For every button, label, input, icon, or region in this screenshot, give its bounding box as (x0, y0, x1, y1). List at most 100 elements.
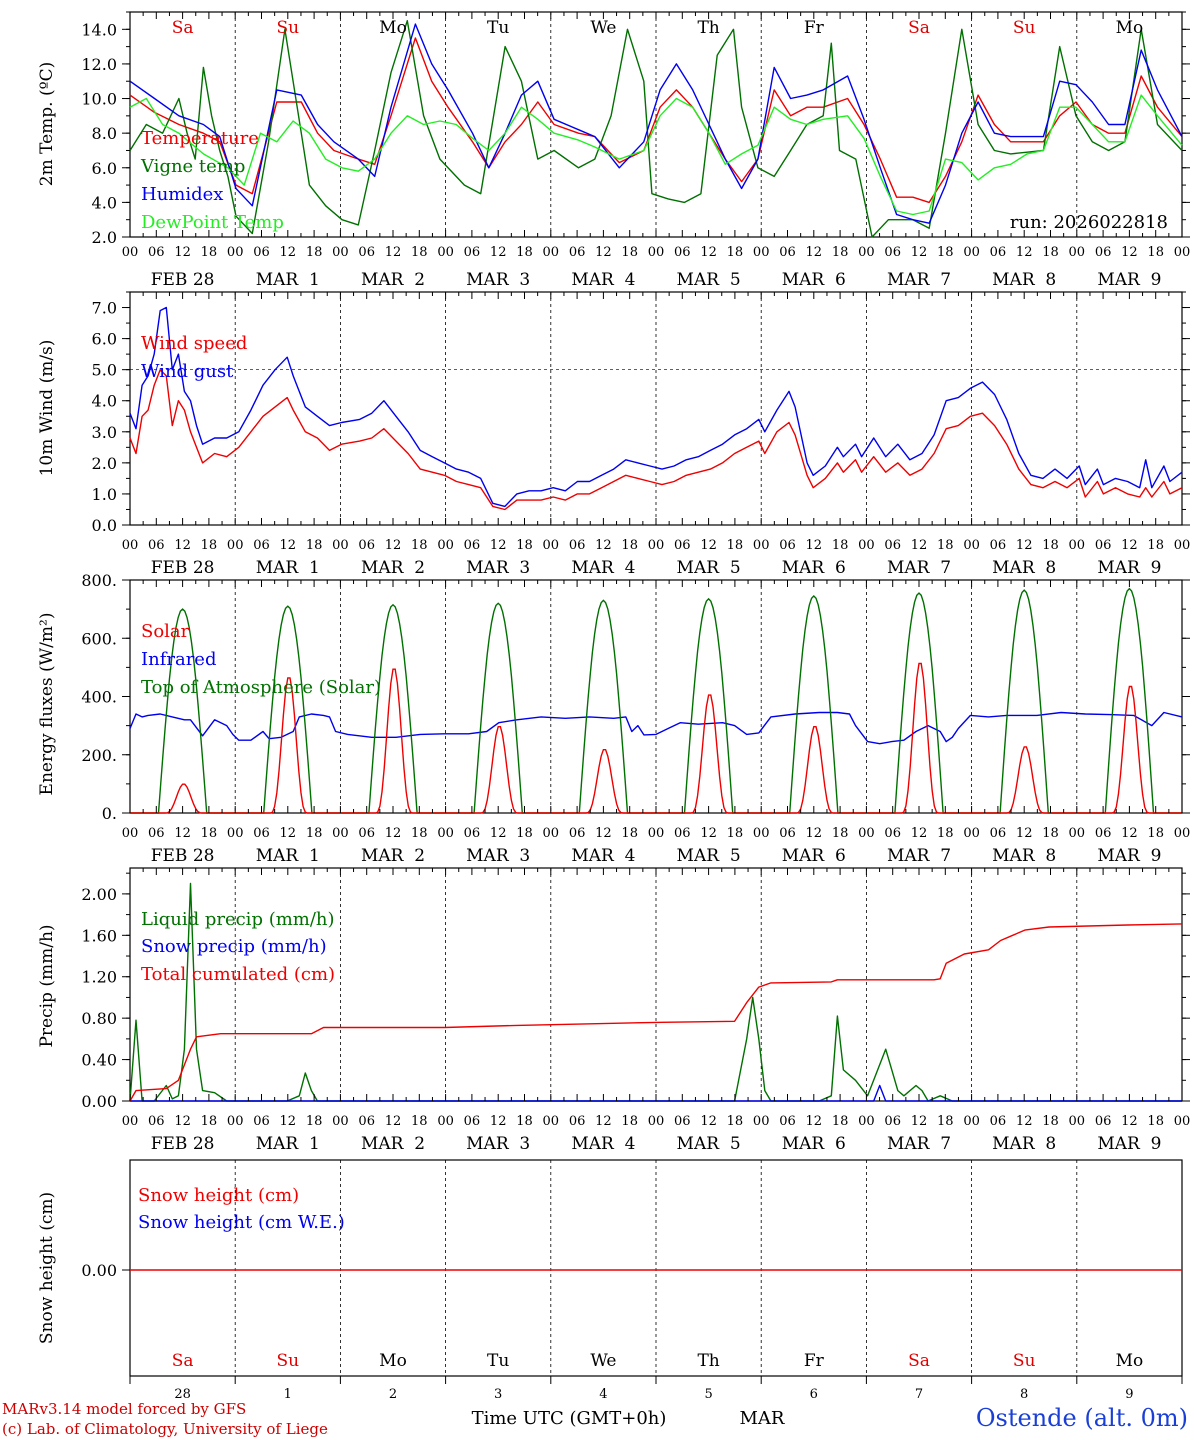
x-tick-label: 00 (437, 1114, 454, 1129)
x-tick-label: 18 (411, 1114, 428, 1129)
series-line (235, 677, 341, 814)
x-tick-label: 00 (543, 1114, 560, 1129)
y-tick-label: 0. (102, 804, 117, 823)
x-tick-label: 00 (963, 1114, 980, 1129)
x-tick-label: 00 (858, 538, 875, 553)
y-tick-label: 0.00 (81, 1092, 117, 1111)
x-tick-label: 00 (648, 245, 665, 260)
series-line (235, 605, 341, 814)
x-tick-label: 12 (1016, 538, 1033, 553)
series-line (1076, 685, 1182, 814)
x-tick-label: 06 (569, 245, 586, 260)
x-tick-label: 06 (1095, 245, 1112, 260)
x-tick-label: 18 (516, 826, 533, 841)
y-tick-label: 0.00 (81, 1261, 117, 1280)
x-tick-label: 00 (963, 538, 980, 553)
x-tick-label: 06 (674, 245, 691, 260)
x-tick-label: 18 (516, 538, 533, 553)
y-tick-label: 1.20 (81, 968, 117, 987)
y-tick-label: 2.0 (92, 228, 117, 247)
precip-ylabel: Precip (mm/h) (37, 924, 57, 1047)
y-tick-label: 3.0 (92, 423, 117, 442)
grid-lines (130, 12, 1182, 1376)
x-tick-label: 18 (201, 826, 218, 841)
x-tick-label: 12 (490, 826, 507, 841)
y-tick-label: 12.0 (81, 55, 117, 74)
legend-wind-speed: Wind speed (141, 333, 247, 354)
legend-snow-precip: Snow precip (mm/h) (141, 936, 327, 957)
y-tick-label: 6.0 (92, 159, 117, 178)
x-tick-label: 12 (595, 538, 612, 553)
x-tick-label: 12 (700, 538, 717, 553)
x-tick-label: 00 (437, 245, 454, 260)
x-tick-label: 12 (911, 245, 928, 260)
x-date-label: MAR 7 (887, 1134, 951, 1154)
day-number-label: 5 (704, 1387, 712, 1402)
x-tick-label: 06 (884, 245, 901, 260)
weekday-label: Su (1013, 1351, 1036, 1371)
x-date-label: MAR 7 (887, 558, 951, 578)
y-tick-label: 600. (81, 629, 117, 648)
series-line (129, 923, 1183, 1102)
x-tick-label: 18 (937, 1114, 954, 1129)
x-tick-label: 00 (122, 826, 139, 841)
x-tick-label: 18 (306, 1114, 323, 1129)
x-tick-label: 18 (1147, 245, 1164, 260)
x-tick-label: 06 (358, 1114, 375, 1129)
day-number-label: 28 (174, 1387, 191, 1402)
x-date-label: MAR 8 (992, 846, 1056, 866)
series-line (340, 668, 446, 814)
legend-snow-height-we: Snow height (cm W.E.) (138, 1212, 345, 1233)
x-tick-label: 18 (1042, 826, 1059, 841)
x-date-label: MAR 9 (1097, 270, 1161, 290)
legend-vigne-temp: Vigne temp (140, 156, 245, 177)
temp-ylabel: 2m Temp. (ºC) (37, 62, 57, 187)
x-tick-label: 00 (332, 1114, 349, 1129)
x-tick-label: 06 (569, 538, 586, 553)
series-line (656, 694, 762, 814)
x-date-label: FEB 28 (151, 558, 215, 578)
x-date-label: MAR 9 (1097, 846, 1161, 866)
x-tick-label: 12 (174, 245, 191, 260)
x-tick-label: 18 (516, 245, 533, 260)
series-line (445, 602, 551, 814)
x-tick-label: 00 (437, 826, 454, 841)
x-tick-label: 06 (148, 245, 165, 260)
series-line (656, 597, 762, 814)
x-tick-label: 18 (727, 1114, 744, 1129)
x-tick-label: 06 (148, 538, 165, 553)
x-tick-label: 00 (1069, 538, 1086, 553)
y-tick-label: 1.0 (92, 485, 117, 504)
legend-humidex: Humidex (141, 184, 223, 205)
series-line (129, 369, 1183, 511)
x-tick-label: 00 (963, 245, 980, 260)
x-tick-label: 00 (753, 245, 770, 260)
x-tick-label: 18 (201, 538, 218, 553)
x-tick-label: 12 (700, 245, 717, 260)
weekday-label: Mo (1116, 18, 1144, 38)
legend-wind-gust: Wind gust (141, 361, 234, 382)
y-tick-label: 800. (81, 571, 117, 590)
weekday-label: Mo (379, 18, 407, 38)
x-date-label: MAR 7 (887, 270, 951, 290)
x-tick-label: 12 (911, 1114, 928, 1129)
series-line (550, 749, 656, 814)
station-name: Ostende (alt. 0m) (976, 1404, 1188, 1432)
month-label: MAR (740, 1408, 785, 1429)
x-tick-label: 12 (385, 826, 402, 841)
x-tick-label: 12 (490, 1114, 507, 1129)
x-tick-label: 06 (884, 826, 901, 841)
x-tick-label: 00 (1174, 826, 1191, 841)
x-tick-label: 12 (1121, 1114, 1138, 1129)
x-date-label: MAR 1 (256, 270, 320, 290)
x-date-label: MAR 4 (571, 558, 635, 578)
x-tick-label: 18 (621, 826, 638, 841)
lab-credit: (c) Lab. of Climatology, University of L… (2, 1420, 328, 1438)
x-tick-label: 06 (884, 1114, 901, 1129)
x-tick-label: 00 (1069, 1114, 1086, 1129)
x-date-label: MAR 5 (677, 270, 741, 290)
y-tick-label: 0.0 (92, 516, 117, 535)
x-date-label: MAR 3 (466, 558, 530, 578)
x-tick-label: 12 (700, 1114, 717, 1129)
